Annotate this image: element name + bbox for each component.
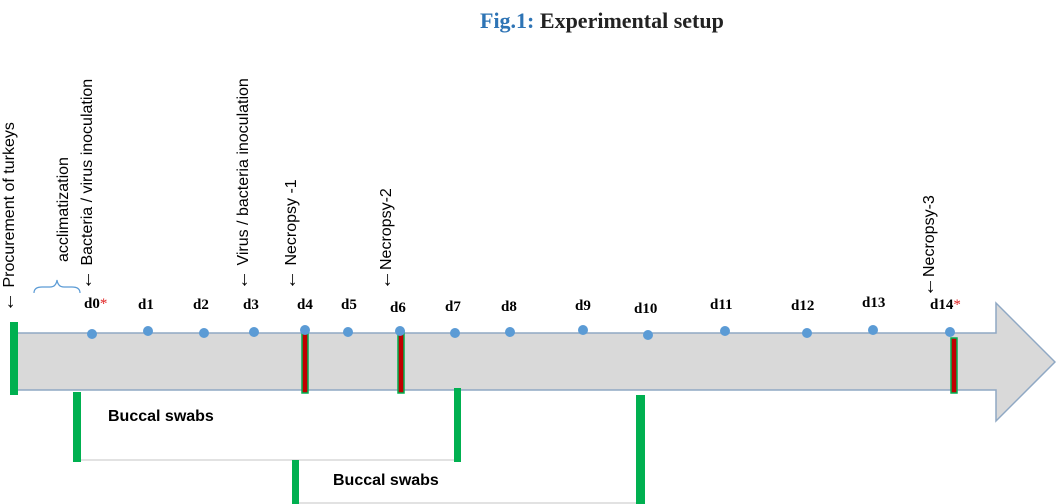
day-dot-d4 bbox=[300, 325, 310, 335]
necropsy-2-label: Necropsy-2 bbox=[378, 188, 395, 270]
day-label-d4: d4 bbox=[297, 297, 313, 313]
day-dot-d5 bbox=[343, 327, 353, 337]
inoculation-1-label: Bacteria / virus inoculation bbox=[79, 78, 96, 266]
day-label-d13: d13 bbox=[862, 295, 886, 311]
day-label-d8: d8 bbox=[501, 299, 517, 315]
swab-1-start-marker bbox=[73, 392, 81, 462]
figure-title-text: Experimental setup bbox=[539, 8, 724, 33]
acclimatization-label: acclimatization bbox=[55, 157, 72, 262]
day-label-d1: d1 bbox=[138, 297, 154, 313]
day-label-d7: d7 bbox=[445, 299, 461, 315]
day-dot-d14 bbox=[945, 327, 955, 337]
procurement-marker bbox=[10, 322, 18, 395]
day-dot-d6 bbox=[395, 326, 405, 336]
figure-number: Fig.1: bbox=[480, 8, 535, 33]
swab-1-end-marker bbox=[454, 388, 461, 462]
necropsy-2-marker bbox=[397, 330, 405, 394]
day-dot-d10 bbox=[643, 330, 653, 340]
buccal-swabs-label-1: Buccal swabs bbox=[108, 408, 214, 425]
procurement-arrow-icon: ← bbox=[0, 292, 19, 312]
swab-2-end-marker bbox=[636, 395, 645, 504]
day-label-d6: d6 bbox=[390, 300, 406, 316]
day-dot-d12 bbox=[802, 328, 812, 338]
day-label-d5: d5 bbox=[341, 297, 357, 313]
necropsy-3-arrow-icon: ← bbox=[917, 277, 939, 297]
day-label-d2: d2 bbox=[193, 297, 209, 313]
day-dot-d13 bbox=[868, 325, 878, 335]
day-dot-d0 bbox=[87, 329, 97, 339]
inoculation-1-arrow-icon: ← bbox=[75, 270, 97, 290]
day-dot-d7 bbox=[450, 328, 460, 338]
day-label-d10: d10 bbox=[634, 301, 658, 317]
day-label-d14: d14* bbox=[930, 297, 961, 313]
inoculation-2-label: Virus / bacteria inoculation bbox=[235, 78, 252, 266]
day-dot-d3 bbox=[249, 327, 259, 337]
day-label-d9: d9 bbox=[575, 298, 591, 314]
buccal-swabs-label-2: Buccal swabs bbox=[333, 472, 439, 489]
day-label-d3: d3 bbox=[243, 297, 259, 313]
timeline-arrow bbox=[11, 301, 1056, 423]
day-label-d12: d12 bbox=[791, 298, 815, 314]
day-dot-d11 bbox=[720, 326, 730, 336]
day-dot-d2 bbox=[199, 328, 209, 338]
necropsy-1-arrow-icon: ← bbox=[279, 270, 301, 290]
swab-2-start-marker bbox=[292, 460, 299, 504]
necropsy-3-marker bbox=[950, 337, 958, 394]
necropsy-1-label: Necropsy -1 bbox=[283, 179, 300, 266]
day-dot-d1 bbox=[143, 326, 153, 336]
acclimatization-brace bbox=[33, 279, 81, 294]
day-dot-d9 bbox=[578, 325, 588, 335]
necropsy-1-marker bbox=[301, 330, 309, 394]
figure-title: Fig.1: Experimental setup bbox=[480, 8, 724, 34]
necropsy-2-arrow-icon: ← bbox=[374, 270, 396, 290]
necropsy-3-label: Necropsy-3 bbox=[921, 195, 938, 277]
inoculation-2-arrow-icon: ← bbox=[231, 270, 253, 290]
procurement-label: Procurement of turkeys bbox=[1, 122, 18, 288]
day-label-d0: d0* bbox=[84, 296, 108, 312]
day-label-d11: d11 bbox=[710, 297, 733, 313]
day-dot-d8 bbox=[505, 327, 515, 337]
